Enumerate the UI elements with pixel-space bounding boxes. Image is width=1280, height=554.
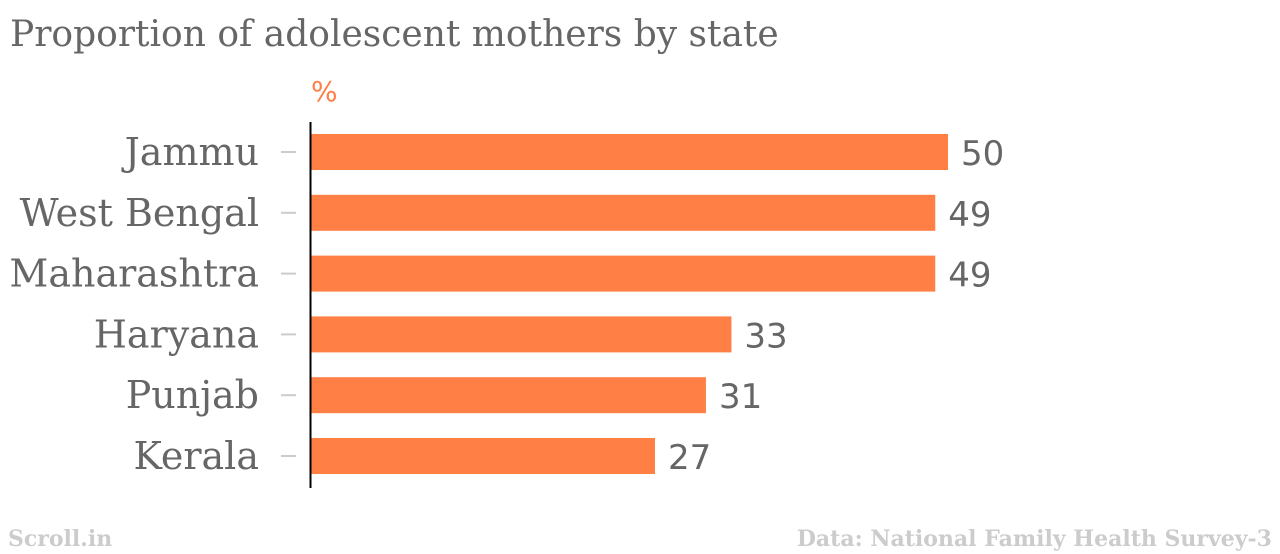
category-label: West Bengal (20, 191, 259, 235)
chart-title: Proportion of adolescent mothers by stat… (10, 14, 779, 55)
value-label: 33 (744, 316, 787, 356)
source-label: Scroll.in (8, 526, 112, 552)
bar (311, 377, 706, 414)
value-label: 50 (961, 134, 1004, 174)
bars-layer: Jammu 50 West Bengal 49 Maharashtra 49 Haryana… (9, 130, 1004, 478)
category-label: Jammu (121, 130, 259, 174)
value-label: 31 (719, 377, 762, 417)
category-label: Haryana (94, 312, 259, 356)
category-label: Punjab (126, 373, 259, 417)
value-label: 49 (948, 256, 991, 296)
value-label: 27 (668, 438, 711, 478)
value-label: 49 (948, 195, 991, 235)
bar (311, 255, 936, 292)
bar (311, 316, 732, 353)
bar (311, 438, 655, 474)
credit-label: Data: National Family Health Survey-3 (797, 526, 1272, 552)
category-label: Kerala (134, 434, 260, 478)
bar (311, 134, 948, 170)
bar (311, 194, 936, 231)
unit-label: % (311, 75, 338, 108)
category-label: Maharashtra (9, 252, 259, 296)
